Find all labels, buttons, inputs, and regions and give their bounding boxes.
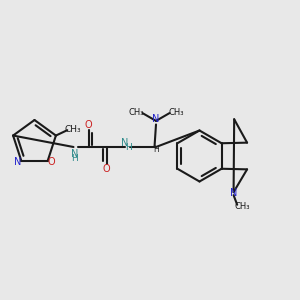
- Text: N: N: [71, 148, 79, 159]
- Text: H: H: [125, 143, 132, 152]
- Text: CH₃: CH₃: [64, 125, 81, 134]
- Text: N: N: [230, 188, 238, 198]
- Text: CH₃: CH₃: [168, 108, 184, 117]
- Text: O: O: [103, 164, 110, 174]
- Text: H: H: [72, 154, 78, 163]
- Text: O: O: [47, 157, 55, 167]
- Text: N: N: [122, 138, 129, 148]
- Text: N: N: [14, 157, 21, 167]
- Text: O: O: [85, 120, 92, 130]
- Text: CH₃: CH₃: [128, 108, 144, 117]
- Text: H: H: [153, 145, 159, 154]
- Text: N: N: [152, 114, 160, 124]
- Text: CH₃: CH₃: [235, 202, 250, 211]
